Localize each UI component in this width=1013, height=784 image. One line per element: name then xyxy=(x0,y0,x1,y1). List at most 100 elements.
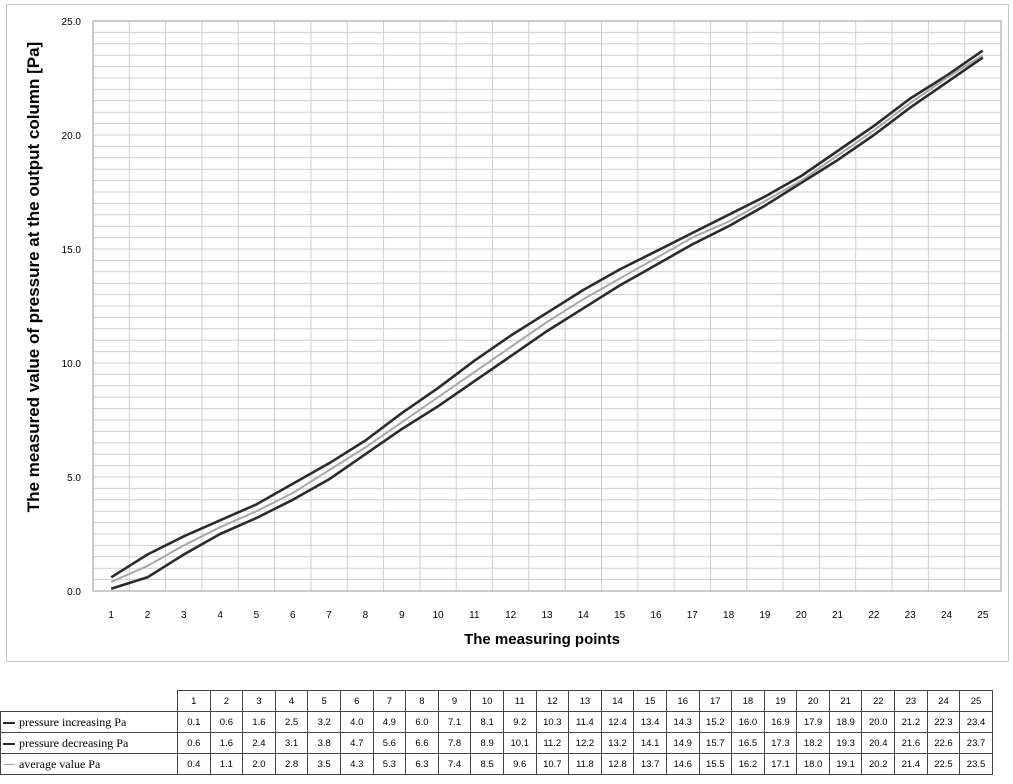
x-tick-label: 20 xyxy=(796,610,808,621)
table-header-cell: 11 xyxy=(502,690,537,712)
table-cell: 9.2 xyxy=(502,711,537,733)
x-tick-label: 24 xyxy=(941,610,953,621)
table-header-cell: 22 xyxy=(861,690,896,712)
grid xyxy=(92,20,1002,592)
table-header-cell: 19 xyxy=(763,690,798,712)
table-header-cell: 9 xyxy=(437,690,472,712)
table-header-cell: 1 xyxy=(177,690,211,712)
table-row-label: pressure increasing Pa xyxy=(0,711,178,733)
table-cell: 6.0 xyxy=(405,711,439,733)
table-cell: 16.5 xyxy=(731,732,765,754)
x-tick-label: 2 xyxy=(145,610,151,621)
table-row-label: pressure decreasing Pa xyxy=(0,732,178,754)
table-header-cell: 21 xyxy=(828,690,863,712)
table-row: pressure decreasing Pa 0.6 1.6 2.4 3.1 3.8 4.7… xyxy=(0,732,993,754)
table-cell: 2.5 xyxy=(274,711,309,733)
table-cell: 19.1 xyxy=(828,753,863,775)
table-cell: 18.2 xyxy=(796,732,830,754)
x-tick-label: 5 xyxy=(254,610,260,621)
table-cell: 15.2 xyxy=(698,711,733,733)
table-cell: 19.3 xyxy=(828,732,863,754)
table-cell: 7.4 xyxy=(437,753,472,775)
x-tick-label: 22 xyxy=(868,610,880,621)
table-row: average value Pa 0.4 1.1 2.0 2.8 3.5 4.3 5.3 6.3… xyxy=(0,753,993,775)
x-tick-label: 23 xyxy=(905,610,917,621)
table-cell: 1.6 xyxy=(242,711,276,733)
table-cell: 5.6 xyxy=(372,732,407,754)
line-chart: 0.05.010.015.020.025.0 1 2 3 4 5 6 7 8 9 10 11 12 13… xyxy=(24,17,1002,648)
table-corner xyxy=(1,691,178,712)
table-header-cell: 7 xyxy=(372,690,407,712)
x-tick-label: 15 xyxy=(614,610,626,621)
table-cell: 13.7 xyxy=(633,753,667,775)
table-header-cell: 10 xyxy=(470,690,504,712)
table-cell: 0.6 xyxy=(209,711,244,733)
x-tick-label: 3 xyxy=(181,610,187,621)
table-cell: 4.3 xyxy=(339,753,374,775)
table-cell: 22.6 xyxy=(926,732,961,754)
table-header-cell: 20 xyxy=(796,690,830,712)
table-cell: 15.5 xyxy=(698,753,733,775)
table-cell: 3.8 xyxy=(307,732,341,754)
x-tick-labels: 1 2 3 4 5 6 7 8 9 10 11 12 13 14 15 16 17 18 19 20 21 22 23 24 2… xyxy=(108,610,988,621)
table-header-cell: 16 xyxy=(665,690,700,712)
table-cell: 12.2 xyxy=(568,732,602,754)
x-tick-label: 21 xyxy=(832,610,844,621)
table-cell: 3.1 xyxy=(274,732,309,754)
table-cell: 22.3 xyxy=(926,711,961,733)
table-header-cell: 25 xyxy=(959,690,993,712)
table-row-label-text: pressure increasing Pa xyxy=(19,714,127,729)
y-tick-label: 10.0 xyxy=(62,359,82,370)
table-cell: 14.1 xyxy=(633,732,667,754)
table-cell: 20.4 xyxy=(861,732,896,754)
table-cell: 3.2 xyxy=(307,711,341,733)
table-cell: 16.9 xyxy=(763,711,798,733)
legend-swatch xyxy=(3,742,15,745)
table-cell: 9.6 xyxy=(502,753,537,775)
chart-frame: 0.0 5.0 10.0 15.0 20.0 25.0 1 2 3 4 5 6 7 8 9 10 11 12 13… xyxy=(6,4,1009,662)
y-tick-label: 25.0 xyxy=(62,17,82,28)
x-axis-label: The measuring points xyxy=(464,631,620,648)
table-cell: 22.5 xyxy=(926,753,961,775)
x-tick-label: 9 xyxy=(399,610,405,621)
table-cell: 11.8 xyxy=(568,753,602,775)
table-header-cell: 24 xyxy=(926,690,961,712)
x-tick-label: 14 xyxy=(578,610,590,621)
table-cell: 15.7 xyxy=(698,732,733,754)
table-cell: 0.1 xyxy=(177,711,211,733)
data-table: 1 2 3 4 5 6 7 8 9 10 11 12 13 14 15 16 17 18 19 20 21 22 23 24 2… xyxy=(0,690,993,775)
x-tick-label: 4 xyxy=(217,610,223,621)
table-cell: 16.2 xyxy=(731,753,765,775)
x-tick-label: 19 xyxy=(759,610,771,621)
table-header-cell: 6 xyxy=(339,690,374,712)
table-body: pressure increasing Pa 0.1 0.6 1.6 2.5 3.2 4.0… xyxy=(0,711,993,775)
table-row-label-text: average value Pa xyxy=(19,756,101,771)
series-line-2 xyxy=(110,49,984,579)
table-cell: 13.4 xyxy=(633,711,667,733)
table-cell: 17.3 xyxy=(763,732,798,754)
table-cell: 21.2 xyxy=(894,711,928,733)
table-cell: 1.6 xyxy=(209,732,244,754)
y-tick-label: 15.0 xyxy=(62,245,82,256)
x-tick-label: 18 xyxy=(723,610,735,621)
x-tick-label: 6 xyxy=(290,610,296,621)
x-tick-label: 7 xyxy=(326,610,332,621)
table-cell: 0.4 xyxy=(177,753,211,775)
series-lines xyxy=(110,49,984,590)
table-cell: 0.6 xyxy=(177,732,211,754)
table-cell: 4.7 xyxy=(339,732,374,754)
table-cell: 14.6 xyxy=(665,753,700,775)
table-cell: 2.4 xyxy=(242,732,276,754)
table-cell: 18.0 xyxy=(796,753,830,775)
x-tick-label: 13 xyxy=(541,610,553,621)
y-axis-label: The measured value of pressure at the ou… xyxy=(24,42,43,512)
x-tick-label: 1 xyxy=(108,610,114,621)
table-cell: 1.1 xyxy=(209,753,244,775)
table-cell: 23.5 xyxy=(959,753,993,775)
table-cell: 17.1 xyxy=(763,753,798,775)
table-row-label: average value Pa xyxy=(0,753,178,775)
table-cell: 5.3 xyxy=(372,753,407,775)
table-header-cell: 23 xyxy=(894,690,928,712)
table-header-cell: 4 xyxy=(274,690,309,712)
table-cell: 11.4 xyxy=(568,711,602,733)
